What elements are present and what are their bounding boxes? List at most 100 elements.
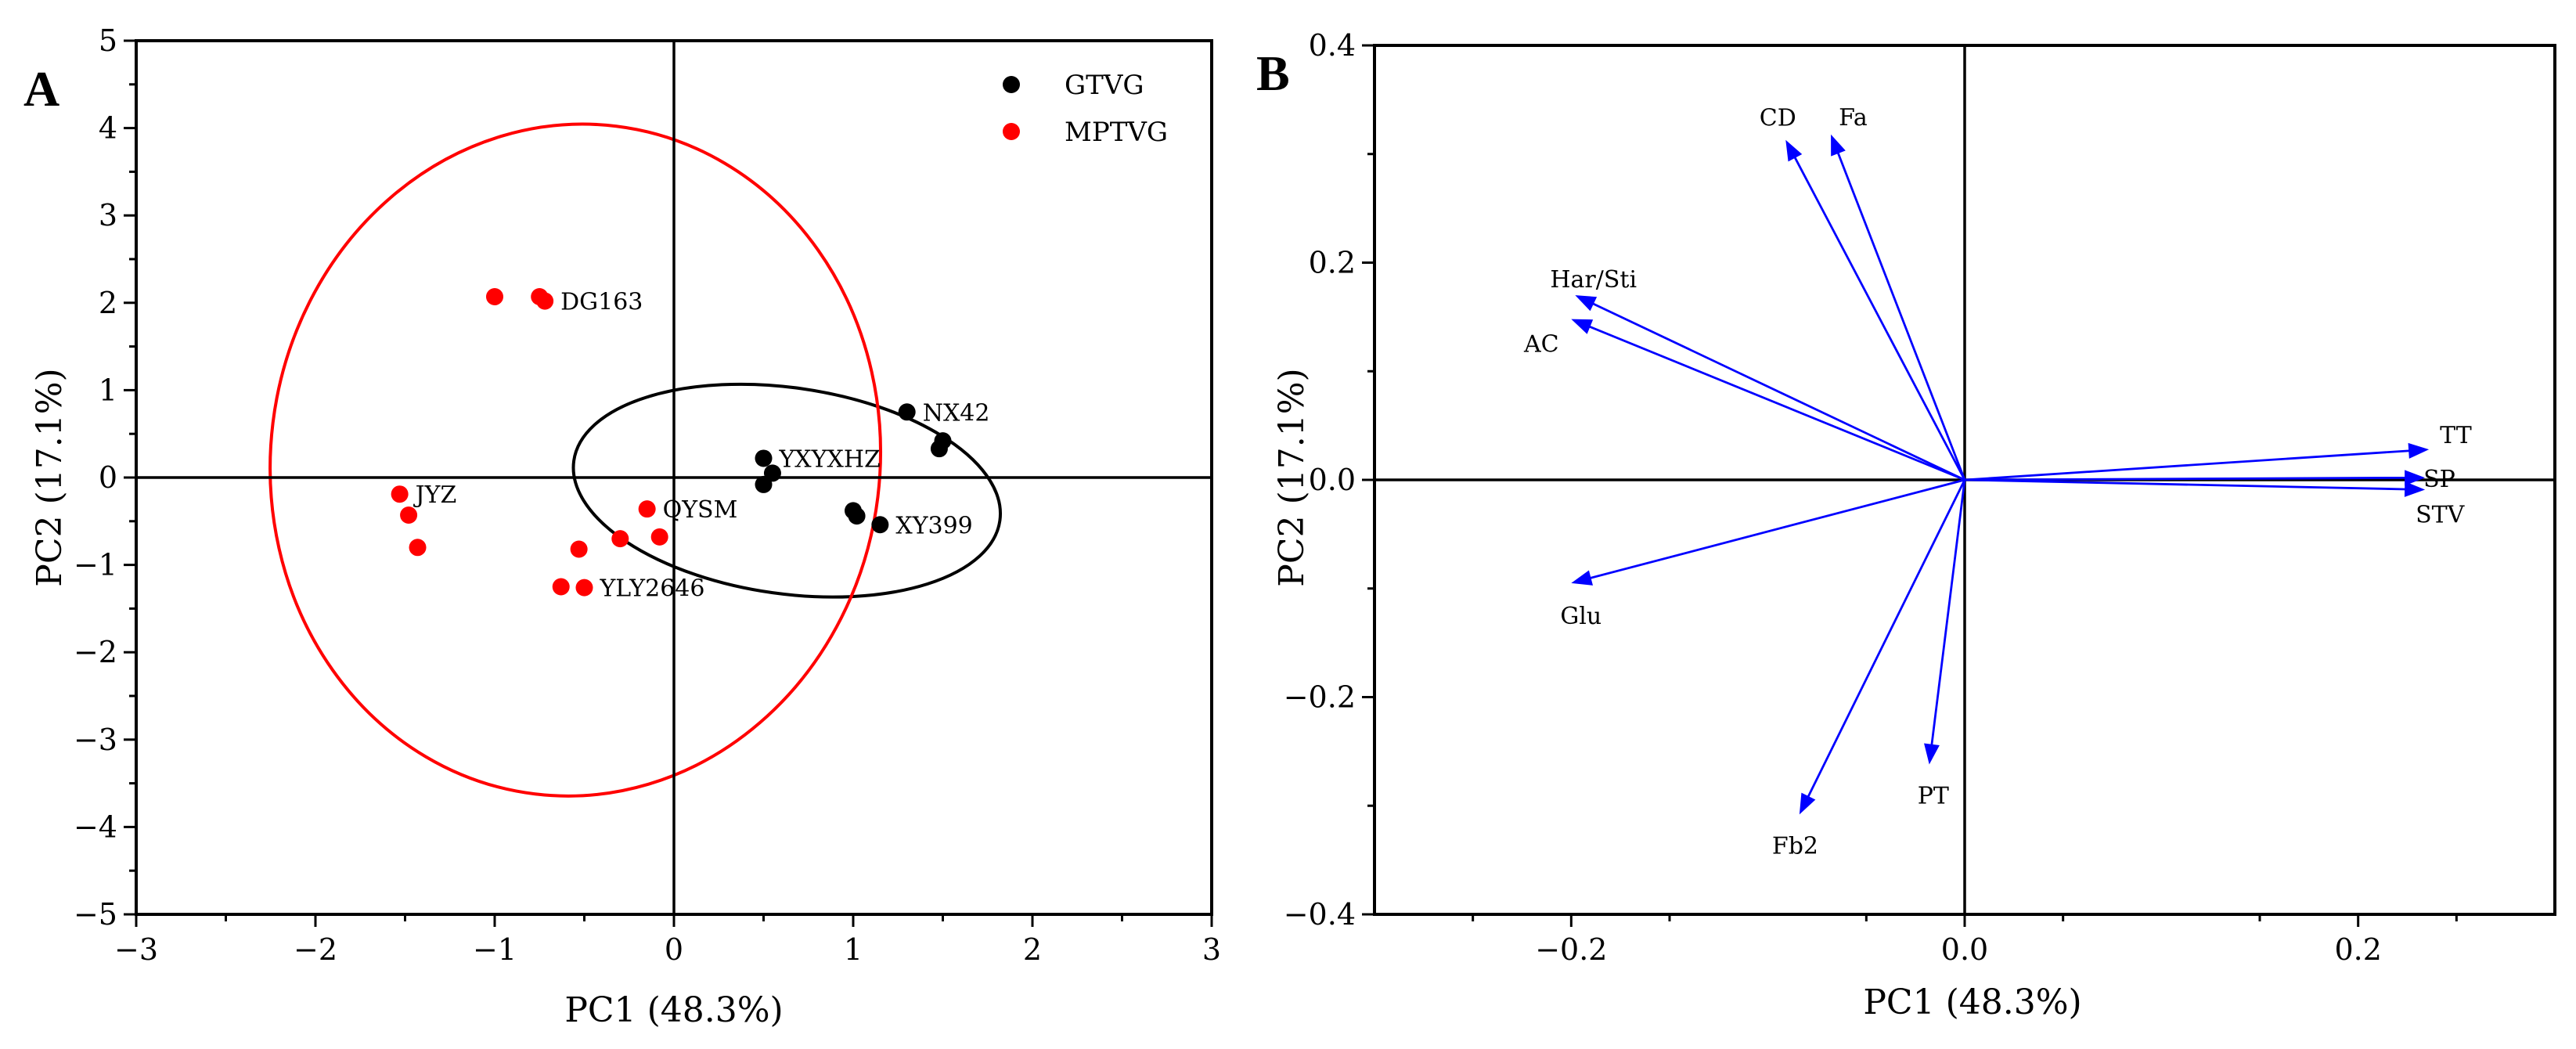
vector-label-pt: PT — [1918, 783, 1949, 810]
point-label-xy399: XY399 — [895, 512, 972, 539]
x-tick-label: 3 — [1202, 932, 1221, 967]
vector-label-fa: Fa — [1839, 104, 1868, 132]
gtvg-ellipse — [571, 382, 1003, 599]
loading-arrow-stv — [1964, 478, 2407, 491]
vector-label-glu: Glu — [1560, 603, 1601, 630]
x-tick-label: 1 — [844, 932, 863, 967]
panel-b-loading-plot: B −0.2 0.0 0.2 −0.4 −0.2 0.0 0.2 0.4 CD Fa Har/St… — [1256, 28, 2556, 1022]
mptvg-point — [638, 500, 656, 518]
point-label-jyz: JYZ — [413, 481, 457, 509]
loading-arrowhead-fa — [1831, 134, 1846, 157]
panel-a-letter: A — [23, 61, 59, 117]
loading-arrow-cd — [1793, 156, 1966, 481]
x-tick-label: 0.2 — [2334, 932, 2381, 967]
panel-b-x-axis-label: PC1 (48.3%) — [1863, 982, 2081, 1022]
mptvg-point — [552, 578, 570, 596]
vector-label-cd: CD — [1760, 105, 1796, 132]
loading-arrow-fb2 — [1807, 479, 1966, 798]
y-tick-label: 3 — [99, 198, 117, 233]
point-label-yxyxhz: YXYXHZ — [779, 445, 881, 473]
point-label-qysm: QYSM — [663, 496, 738, 524]
y-tick-label: 0.2 — [1309, 246, 1356, 280]
loading-arrowhead-har-sti — [1575, 295, 1598, 312]
y-tick-label: 1 — [99, 373, 117, 407]
loading-arrowhead-fb2 — [1799, 792, 1816, 815]
panel-a-legend: GTVG MPTVG — [1003, 70, 1168, 148]
mptvg-point — [611, 530, 629, 548]
loading-arrow-har-sti — [1591, 302, 1965, 481]
point-label-dg163: DG163 — [560, 289, 643, 316]
vector-label-ac: AC — [1523, 331, 1559, 359]
mptvg-point — [409, 539, 427, 557]
mptvg-point — [536, 292, 554, 310]
y-tick-label: −4 — [74, 809, 117, 844]
loading-arrowhead-sp — [2405, 470, 2426, 486]
loading-arrowhead-cd — [1785, 139, 1803, 162]
gtvg-point — [755, 449, 773, 467]
x-tick-label: 0 — [665, 932, 683, 967]
panel-b-y-axis-label: PC2 (17.1%) — [1272, 368, 1312, 586]
vector-label-har-sti: Har/Sti — [1550, 266, 1637, 294]
legend-marker-gtvg — [1003, 76, 1020, 93]
x-tick-label: −1 — [473, 932, 517, 967]
loading-arrowhead-tt — [2408, 442, 2430, 459]
panel-b-ticks: −0.2 0.0 0.2 −0.4 −0.2 0.0 0.2 0.4 — [1284, 28, 2458, 967]
panel-a-point-labels: NX42 YXYXHZ XY399 DG163 JYZ QYSM YLY2646 — [413, 289, 990, 603]
y-tick-label: −5 — [74, 897, 117, 932]
vector-label-tt: TT — [2440, 422, 2472, 449]
mptvg-point — [486, 287, 503, 305]
gtvg-point — [898, 403, 916, 421]
panel-a-y-axis-label: PC2 (17.1%) — [30, 368, 70, 586]
loading-arrow-fa — [1836, 151, 1966, 481]
mptvg-ellipse — [268, 122, 882, 798]
gtvg-point — [930, 440, 948, 458]
panel-b-vector-labels: CD Fa Har/Sti AC TT SP STV Glu PT Fb2 — [1523, 104, 2472, 860]
loading-arrow-sp — [1964, 476, 2407, 481]
mptvg-point — [650, 528, 668, 546]
y-tick-label: −1 — [74, 548, 117, 582]
legend-marker-mptvg — [1003, 123, 1020, 140]
loading-arrow-ac — [1588, 325, 1965, 481]
vector-label-fb2: Fb2 — [1772, 832, 1818, 860]
y-tick-label: 0.4 — [1309, 28, 1356, 63]
mptvg-point — [575, 579, 593, 597]
loading-arrow-tt — [1964, 449, 2411, 481]
loading-arrow-pt — [1930, 479, 1966, 746]
loading-arrowhead-ac — [1571, 319, 1594, 334]
legend-label-mptvg: MPTVG — [1065, 117, 1168, 148]
gtvg-point — [848, 507, 866, 525]
panel-a-zero-lines — [136, 41, 1212, 914]
loading-arrowhead-stv — [2404, 481, 2426, 497]
y-tick-label: 5 — [99, 23, 117, 58]
panel-a-data-points — [391, 287, 952, 597]
loading-arrowhead-pt — [1924, 743, 1940, 765]
loading-arrow-glu — [1589, 478, 1965, 580]
panel-a-confidence-ellipses — [268, 122, 1003, 798]
y-tick-label: −2 — [74, 635, 117, 669]
y-tick-label: 2 — [99, 286, 117, 320]
y-tick-label: −3 — [74, 723, 117, 757]
mptvg-point — [400, 506, 418, 524]
mptvg-point — [570, 540, 588, 558]
vector-label-sp: SP — [2423, 466, 2455, 493]
panel-b-loading-vectors — [1571, 134, 2430, 815]
x-tick-label: −0.2 — [1535, 932, 1607, 967]
gtvg-point — [755, 475, 773, 493]
x-tick-label: −2 — [294, 932, 337, 967]
y-tick-label: −0.2 — [1284, 680, 1356, 715]
legend-label-gtvg: GTVG — [1065, 70, 1144, 101]
y-tick-label: 0 — [99, 460, 117, 495]
point-label-yly2646: YLY2646 — [600, 575, 705, 603]
mptvg-point — [391, 485, 409, 503]
y-tick-label: −0.4 — [1284, 897, 1356, 932]
gtvg-point — [871, 516, 889, 534]
x-tick-label: 2 — [1023, 932, 1042, 967]
loading-arrowhead-glu — [1571, 570, 1594, 586]
panel-a-ticks: −3 −2 −1 0 1 2 3 −5 −4 −3 −2 −1 0 1 2 3 4 5 — [74, 23, 1221, 967]
x-tick-label: 0.0 — [1941, 932, 1988, 967]
vector-label-stv: STV — [2416, 501, 2466, 528]
panel-a-x-axis-label: PC1 (48.3%) — [564, 990, 783, 1030]
point-label-nx42: NX42 — [923, 399, 990, 427]
panel-b-letter: B — [1256, 45, 1290, 101]
